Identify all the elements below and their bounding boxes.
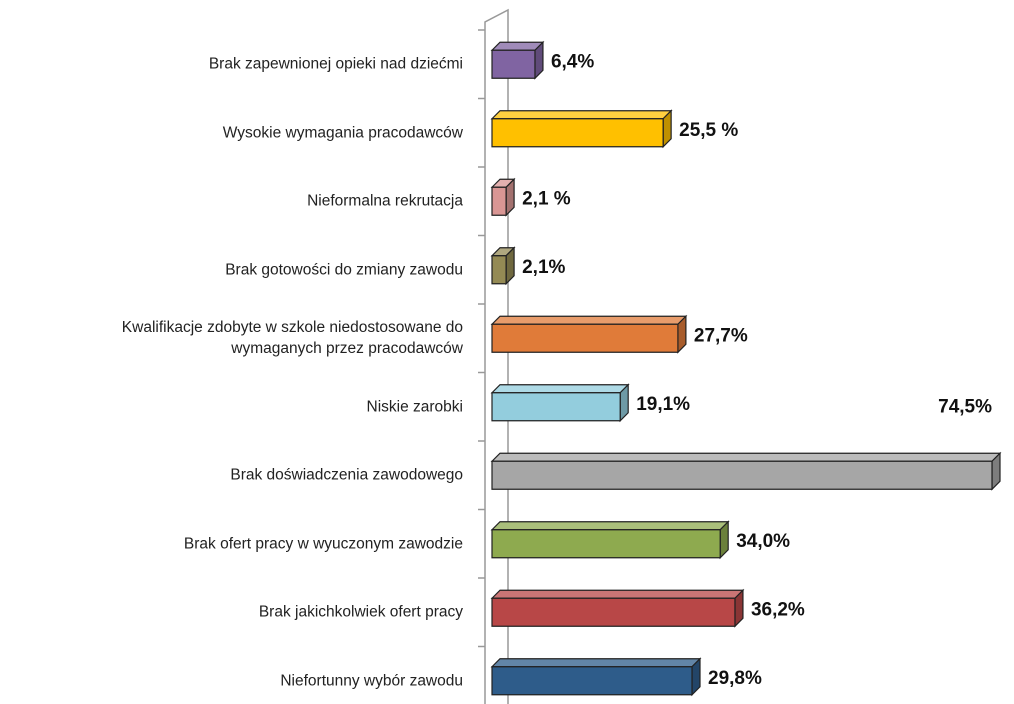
value-label: 19,1% xyxy=(636,394,690,415)
bar-face xyxy=(491,597,736,627)
bar-face xyxy=(491,118,664,148)
category-label: Brak gotowości do zmiany zawodu xyxy=(225,261,463,279)
value-label: 29,8% xyxy=(708,668,762,689)
value-label: 74,5% xyxy=(938,396,992,417)
bar-face xyxy=(491,323,679,353)
bar xyxy=(490,177,516,217)
bar-face xyxy=(491,529,721,559)
value-label: 25,5 % xyxy=(679,120,738,141)
value-label: 34,0% xyxy=(736,531,790,552)
bar xyxy=(490,520,730,560)
bar xyxy=(490,383,630,423)
category-label: Nieformalna rekrutacja xyxy=(307,192,463,210)
bar-face xyxy=(490,589,745,599)
axis-wall xyxy=(484,8,509,704)
bar-face xyxy=(490,315,688,325)
bar-face xyxy=(490,384,630,394)
value-label: 2,1 % xyxy=(522,188,571,209)
value-label: 36,2% xyxy=(751,599,805,620)
bar-face xyxy=(490,521,730,531)
bar xyxy=(490,588,745,628)
bar xyxy=(490,314,688,354)
category-label: Brak doświadczenia zawodowego xyxy=(230,466,463,484)
bar-face xyxy=(490,110,673,120)
bar xyxy=(490,657,702,697)
value-label: 6,4% xyxy=(551,51,594,72)
bar-face xyxy=(491,49,536,79)
value-label: 27,7% xyxy=(694,325,748,346)
bar-face xyxy=(491,255,507,285)
bar xyxy=(490,451,1002,491)
bar-face xyxy=(490,452,1002,462)
bar xyxy=(490,246,516,286)
category-label: Niskie zarobki xyxy=(366,398,463,416)
category-label: Brak jakichkolwiek ofert pracy xyxy=(258,603,463,621)
bar-face xyxy=(491,666,693,696)
bar-face xyxy=(490,658,702,668)
bar xyxy=(490,40,545,80)
category-label: Brak zapewnionej opieki nad dziećmi xyxy=(208,55,463,73)
bar xyxy=(490,109,673,149)
category-label: Kwalifikacje zdobyte w szkole niedostoso… xyxy=(121,319,463,358)
category-label: Brak ofert pracy w wyuczonym zawodzie xyxy=(183,535,463,553)
category-label: Wysokie wymagania pracodawców xyxy=(222,124,463,142)
value-label: 2,1% xyxy=(522,257,565,278)
category-label: Niefortunny wybór zawodu xyxy=(280,672,463,690)
bar-face xyxy=(491,460,993,490)
bar-face xyxy=(491,186,507,216)
bar-face xyxy=(491,392,621,422)
